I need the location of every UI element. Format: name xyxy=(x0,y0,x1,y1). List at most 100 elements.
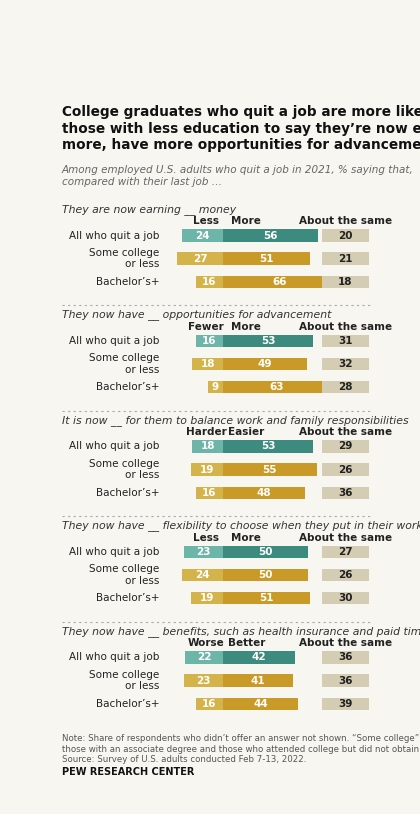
Bar xyxy=(322,463,369,475)
Text: 19: 19 xyxy=(200,593,214,603)
Bar xyxy=(223,440,313,453)
Text: Less: Less xyxy=(193,532,219,543)
Text: 63: 63 xyxy=(270,383,284,392)
Text: They now have __ flexibility to choose when they put in their work hours: They now have __ flexibility to choose w… xyxy=(62,520,420,532)
Text: 28: 28 xyxy=(338,383,353,392)
Text: All who quit a job: All who quit a job xyxy=(69,441,160,452)
Text: 50: 50 xyxy=(258,570,273,580)
Text: 41: 41 xyxy=(251,676,265,685)
Text: 16: 16 xyxy=(202,277,217,287)
Text: 16: 16 xyxy=(202,488,217,497)
Text: Bachelor’s+: Bachelor’s+ xyxy=(96,383,160,392)
Text: 27: 27 xyxy=(193,254,207,264)
Text: Bachelor’s+: Bachelor’s+ xyxy=(96,277,160,287)
Bar xyxy=(223,381,331,393)
Bar xyxy=(223,675,293,687)
Text: 55: 55 xyxy=(262,465,277,475)
Text: It is now __ for them to balance work and family responsibilities: It is now __ for them to balance work an… xyxy=(62,415,408,426)
Bar xyxy=(182,569,223,581)
Text: 30: 30 xyxy=(338,593,353,603)
Text: 9: 9 xyxy=(212,383,219,392)
Text: Bachelor’s+: Bachelor’s+ xyxy=(96,593,160,603)
Bar xyxy=(322,546,369,558)
Text: About the same: About the same xyxy=(299,322,392,332)
Text: 16: 16 xyxy=(202,336,217,346)
Text: 23: 23 xyxy=(196,676,211,685)
Text: 20: 20 xyxy=(338,230,353,240)
Text: 49: 49 xyxy=(257,359,272,369)
Text: 29: 29 xyxy=(338,441,353,452)
Bar xyxy=(191,463,223,475)
Text: 44: 44 xyxy=(253,698,268,709)
Bar xyxy=(223,252,310,265)
Bar xyxy=(322,440,369,453)
Text: Some college
or less: Some college or less xyxy=(89,564,160,586)
Bar xyxy=(223,335,313,347)
Text: 24: 24 xyxy=(195,230,210,240)
Text: 36: 36 xyxy=(338,653,353,663)
Text: They now have __ benefits, such as health insurance and paid time off: They now have __ benefits, such as healt… xyxy=(62,626,420,637)
Bar xyxy=(223,230,318,242)
Text: They now have __ opportunities for advancement: They now have __ opportunities for advan… xyxy=(62,309,331,321)
Text: 22: 22 xyxy=(197,653,212,663)
Bar xyxy=(322,651,369,663)
Text: 19: 19 xyxy=(200,465,214,475)
Text: 18: 18 xyxy=(200,441,215,452)
Bar xyxy=(223,592,310,604)
Text: 56: 56 xyxy=(263,230,278,240)
Bar xyxy=(192,440,223,453)
Text: 48: 48 xyxy=(257,488,271,497)
Text: Some college
or less: Some college or less xyxy=(89,459,160,480)
Text: All who quit a job: All who quit a job xyxy=(69,336,160,346)
Bar xyxy=(322,358,369,370)
Bar xyxy=(196,276,223,288)
Text: Worse: Worse xyxy=(188,638,224,648)
Text: Fewer: Fewer xyxy=(188,322,224,332)
Bar xyxy=(223,569,308,581)
Text: Some college
or less: Some college or less xyxy=(89,353,160,375)
Text: 51: 51 xyxy=(259,593,274,603)
Bar xyxy=(196,487,223,499)
Text: Among employed U.S. adults who quit a job in 2021, % saying that,
compared with : Among employed U.S. adults who quit a jo… xyxy=(62,165,414,187)
Bar xyxy=(223,698,298,710)
Text: About the same: About the same xyxy=(299,532,392,543)
Bar xyxy=(322,230,369,242)
Text: More: More xyxy=(231,532,261,543)
Text: More: More xyxy=(231,322,261,332)
Text: 18: 18 xyxy=(338,277,353,287)
Text: Note: Share of respondents who didn’t offer an answer not shown. “Some college” : Note: Share of respondents who didn’t of… xyxy=(62,734,420,764)
Bar xyxy=(196,335,223,347)
Bar xyxy=(207,381,223,393)
Bar xyxy=(196,698,223,710)
Text: 53: 53 xyxy=(261,336,276,346)
Bar xyxy=(223,463,317,475)
Bar xyxy=(184,675,223,687)
Text: 16: 16 xyxy=(202,698,217,709)
Text: Better: Better xyxy=(228,638,265,648)
Bar xyxy=(223,358,307,370)
Text: Harder: Harder xyxy=(186,427,226,437)
Bar xyxy=(322,675,369,687)
Bar xyxy=(322,381,369,393)
Text: College graduates who quit a job are more likely than
those with less education : College graduates who quit a job are mor… xyxy=(62,105,420,151)
Text: Bachelor’s+: Bachelor’s+ xyxy=(96,698,160,709)
Text: They are now earning __ money: They are now earning __ money xyxy=(62,204,236,215)
Bar xyxy=(322,569,369,581)
Text: More: More xyxy=(231,217,261,226)
Bar xyxy=(184,546,223,558)
Bar xyxy=(223,487,305,499)
Text: 36: 36 xyxy=(338,676,353,685)
Bar xyxy=(322,276,369,288)
Text: 50: 50 xyxy=(258,547,273,557)
Text: 36: 36 xyxy=(338,488,353,497)
Text: About the same: About the same xyxy=(299,427,392,437)
Text: 24: 24 xyxy=(195,570,210,580)
Bar xyxy=(322,252,369,265)
Text: 26: 26 xyxy=(338,570,353,580)
Bar xyxy=(186,651,223,663)
Text: 51: 51 xyxy=(259,254,274,264)
Text: 26: 26 xyxy=(338,465,353,475)
Text: Easier: Easier xyxy=(228,427,264,437)
Bar xyxy=(191,592,223,604)
Text: 31: 31 xyxy=(338,336,353,346)
